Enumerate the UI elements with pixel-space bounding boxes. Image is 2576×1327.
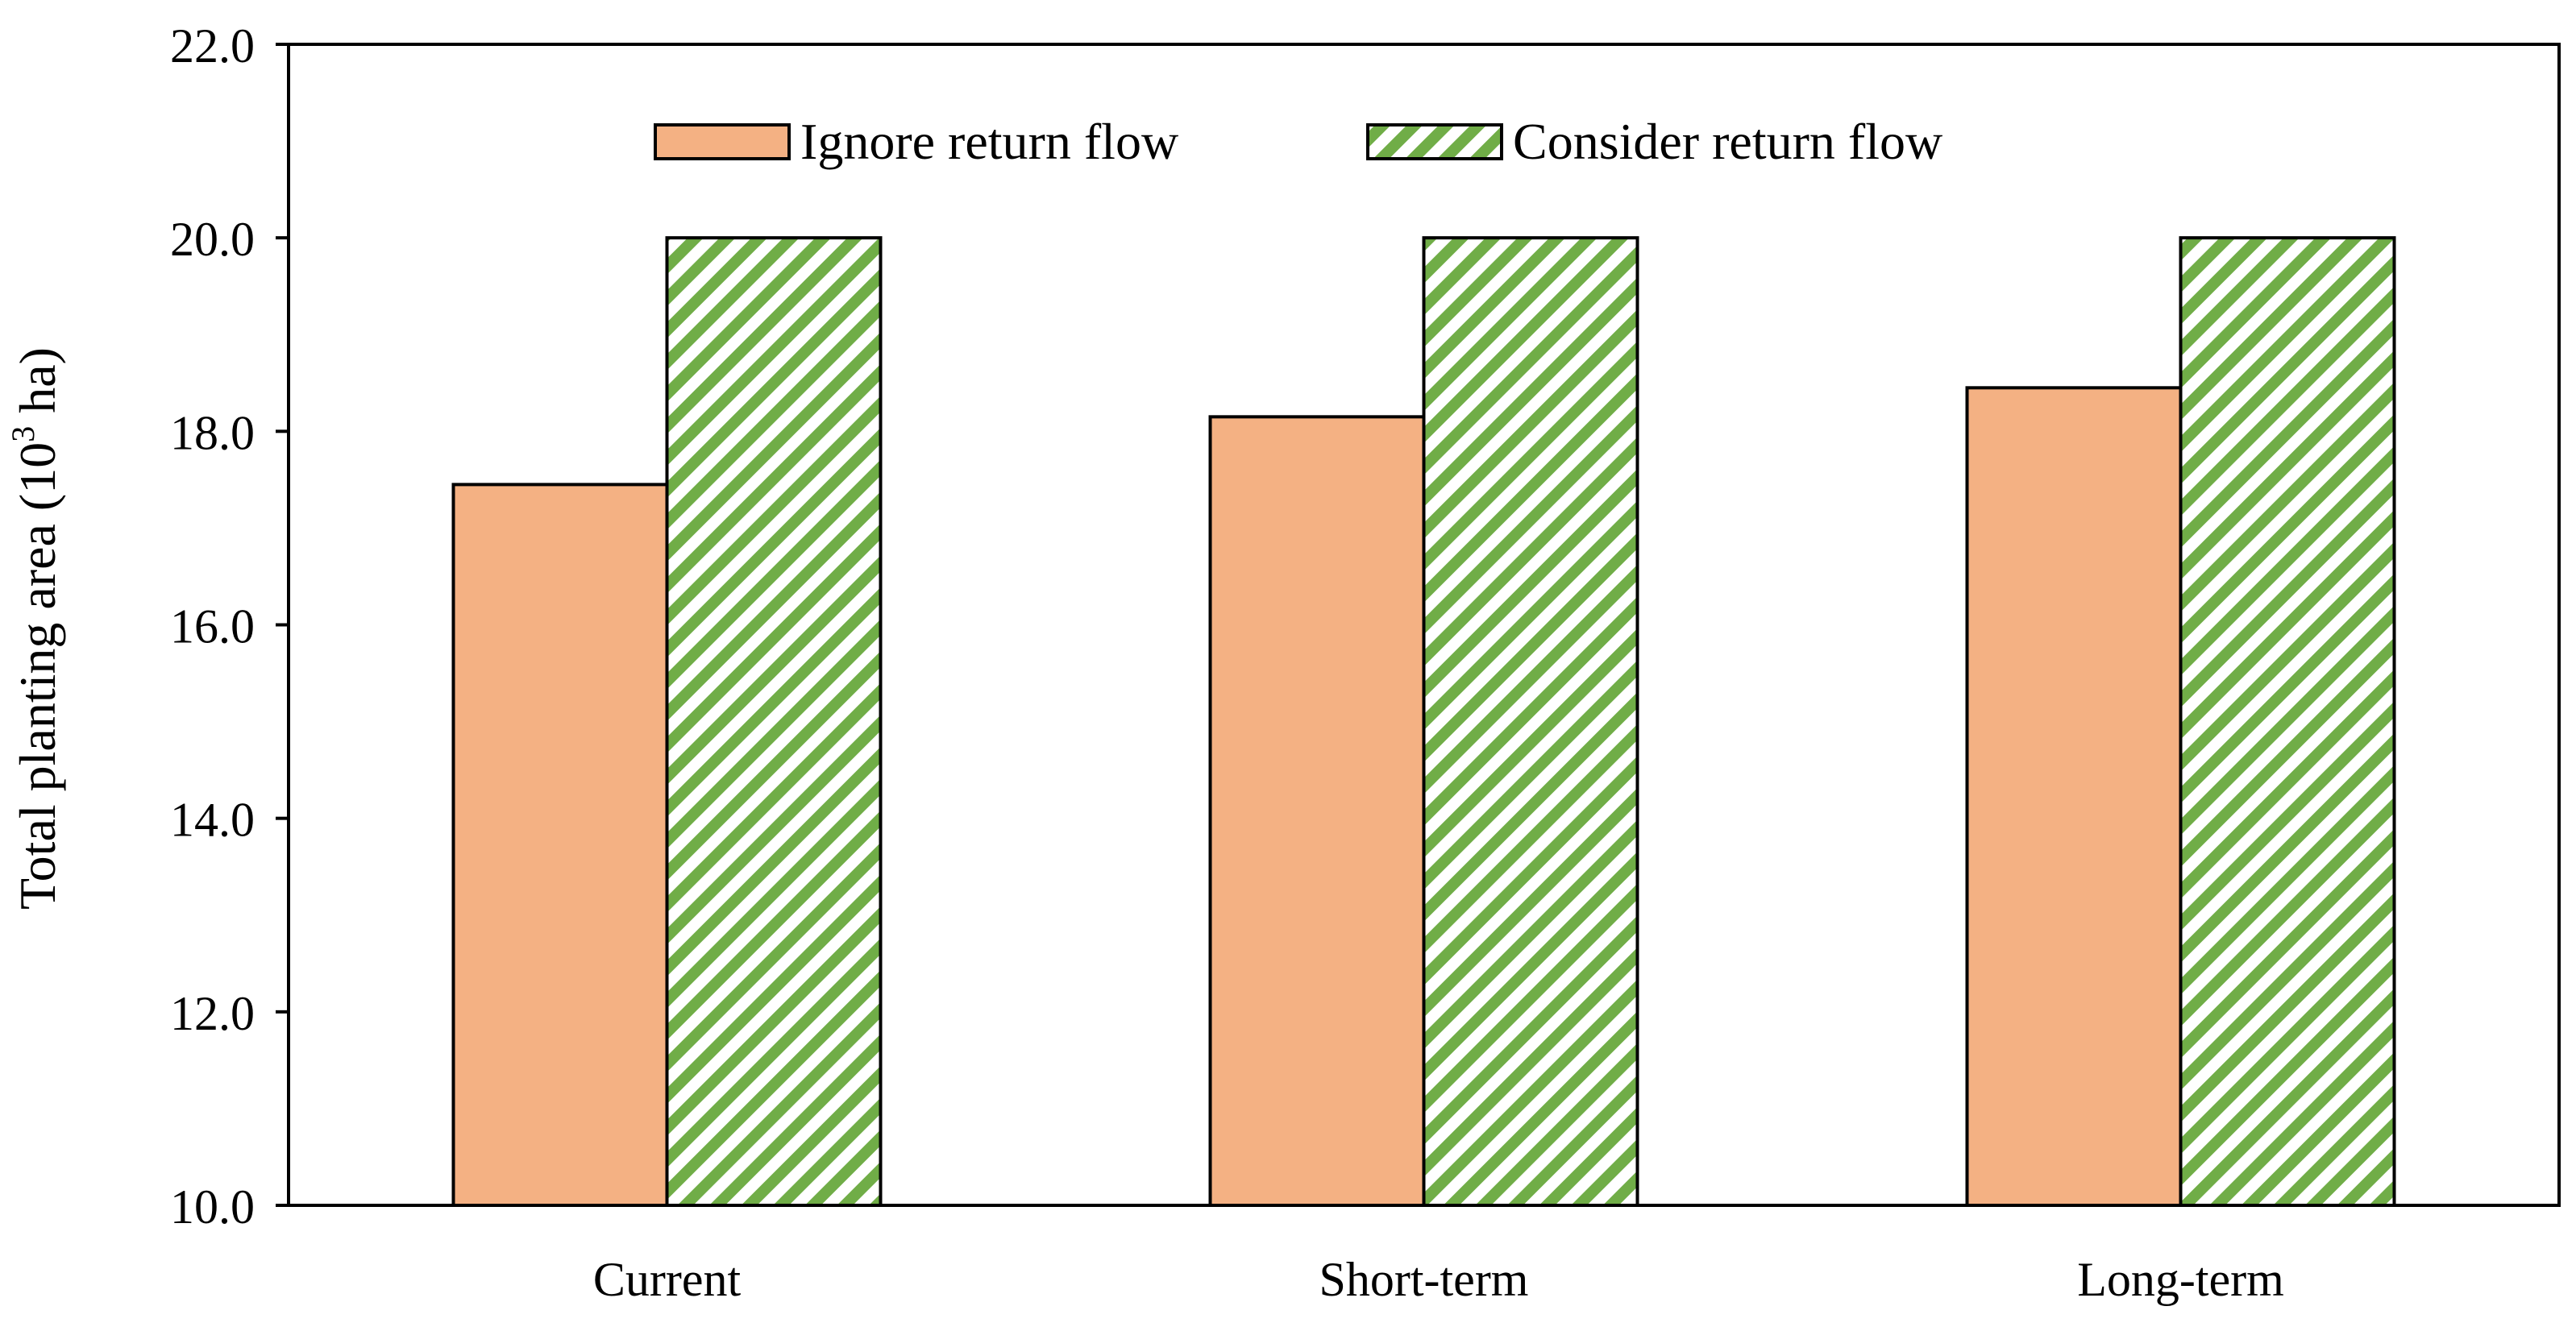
x-tick-label: Short-term bbox=[1319, 1253, 1529, 1306]
y-axis-title-main: Total planting area (10 bbox=[9, 442, 66, 910]
bar-consider-1 bbox=[1422, 236, 1639, 1208]
y-tick-label: 20.0 bbox=[170, 213, 255, 266]
bar-ignore-1 bbox=[1208, 415, 1426, 1207]
bar-ignore-2 bbox=[1965, 386, 2183, 1207]
y-tick-label: 22.0 bbox=[170, 19, 255, 73]
bar-consider-2 bbox=[2179, 236, 2396, 1208]
legend-label-0: Ignore return flow bbox=[800, 113, 1178, 170]
legend-label-1: Consider return flow bbox=[1513, 113, 1942, 170]
legend-swatch-1 bbox=[1366, 123, 1503, 160]
plot-area: 10.0 12.0 14.0 16.0 18.0 20.0 22.0 Current Short… bbox=[170, 19, 2561, 1306]
y-axis-title-suffix: ha) bbox=[9, 347, 66, 426]
y-axis-title: Total planting area (103 ha) bbox=[5, 347, 66, 910]
y-tick-label: 16.0 bbox=[170, 600, 255, 653]
y-axis-title-superscript: 3 bbox=[5, 426, 41, 442]
legend: Ignore return flow Consider return flow bbox=[654, 113, 1942, 170]
bar-consider-0 bbox=[665, 236, 883, 1208]
x-tick-label: Long-term bbox=[2077, 1253, 2284, 1306]
x-tick-label: Current bbox=[593, 1253, 742, 1306]
y-tick-label: 14.0 bbox=[170, 794, 255, 847]
y-tick-label: 18.0 bbox=[170, 406, 255, 459]
y-tick-label: 12.0 bbox=[170, 987, 255, 1040]
y-tick-label: 10.0 bbox=[170, 1180, 255, 1234]
legend-swatch-0 bbox=[654, 123, 791, 160]
bar-ignore-0 bbox=[451, 483, 669, 1207]
y-axis-title-group: Total planting area (103 ha) bbox=[5, 347, 66, 910]
